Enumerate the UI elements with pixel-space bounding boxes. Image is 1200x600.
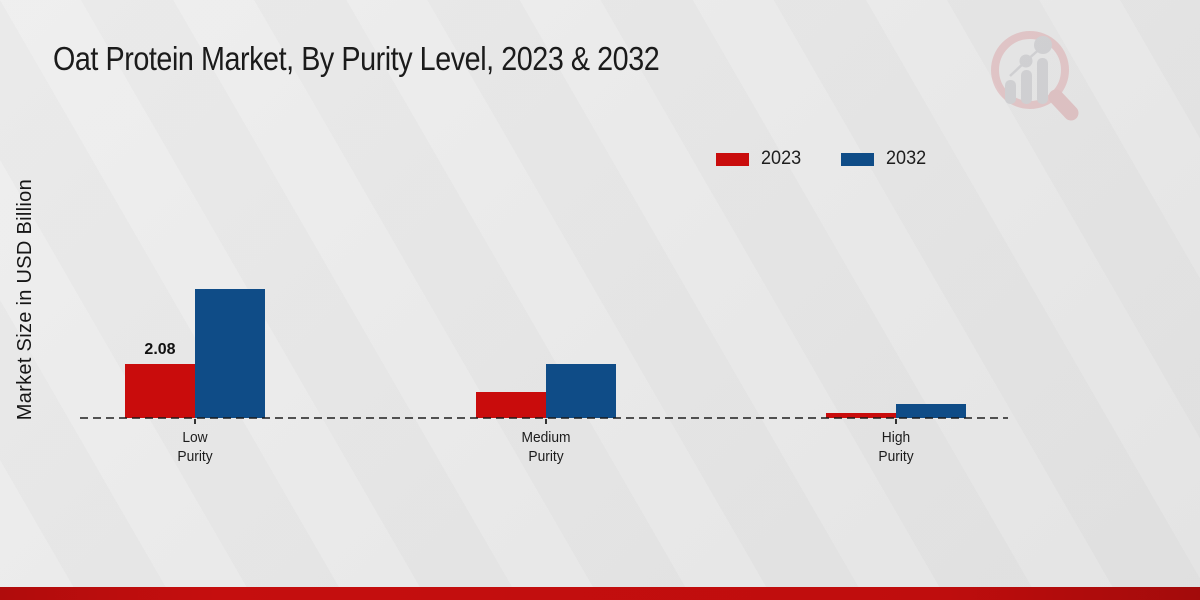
chart-title: Oat Protein Market, By Purity Level, 202…: [53, 40, 660, 77]
x-axis-category-label-high-purity: High Purity: [878, 429, 914, 465]
legend-swatch-2023: [716, 152, 749, 166]
bar-2032-low-purity: [195, 289, 265, 418]
bar-2023-high-purity: [826, 413, 896, 418]
x-axis-category-label-medium-purity: Medium Purity: [521, 429, 571, 465]
x-axis-category-label-low-purity: Low Purity: [177, 429, 213, 465]
legend-item-2032: 2032: [841, 148, 928, 170]
x-axis-tick: [895, 419, 897, 424]
bar-2032-high-purity: [896, 404, 966, 418]
bar-value-label: 2.08: [144, 341, 176, 358]
bar-2023-medium-purity: [476, 392, 546, 418]
bar-2032-medium-purity: [546, 364, 616, 418]
legend-item-2023: 2023: [716, 148, 803, 170]
legend-label: 2032: [886, 148, 927, 169]
x-axis-baseline: [80, 417, 1008, 419]
x-axis-tick: [545, 419, 547, 424]
legend: 2023 2032: [716, 148, 929, 170]
legend-swatch-2032: [841, 152, 875, 166]
bottom-accent-band: [0, 587, 1200, 600]
x-axis-tick: [194, 419, 196, 424]
legend-label: 2023: [761, 148, 802, 169]
bar-2023-low-purity: [125, 364, 195, 418]
market-research-magnifier-logo-icon: [991, 31, 1079, 121]
